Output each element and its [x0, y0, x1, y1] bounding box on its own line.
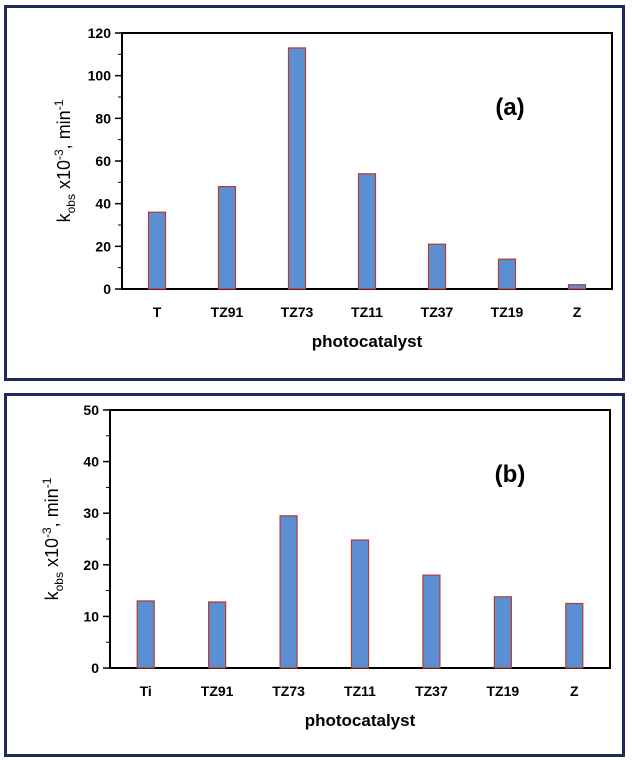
- bar-t: [147, 211, 167, 290]
- y-axis-title-unit-exp: -1: [52, 99, 66, 110]
- y-tick-label: 40: [83, 454, 99, 470]
- y-axis-title-exp: -3: [40, 527, 54, 538]
- bar-ti: [136, 600, 155, 669]
- bar-tz73: [279, 515, 298, 669]
- bar-chart-b: 0 10 20 30 40 50 Ti TZ91 TZ73 TZ11 TZ37 TZ19 Zphotoc…: [40, 402, 611, 730]
- y-tick-label: 10: [83, 608, 99, 624]
- bar-tz19: [493, 596, 512, 669]
- y-axis-title-sub: obs: [64, 194, 78, 213]
- x-tick-label: TZ19: [487, 683, 520, 699]
- y-tick-label: 50: [83, 402, 99, 418]
- y-tick-label: 0: [91, 660, 99, 676]
- panel-label: (b): [495, 461, 526, 488]
- y-tick-label: 20: [95, 238, 111, 254]
- x-tick-label: TZ37: [421, 304, 454, 320]
- bar-tz91: [208, 601, 227, 669]
- y-axis-title-unit-exp: -1: [40, 477, 54, 488]
- x-tick-label: TZ91: [201, 683, 234, 699]
- y-axis-title-times: x10: [54, 160, 74, 194]
- y-axis-title-k: k: [54, 212, 74, 222]
- y-tick-label: 40: [95, 196, 111, 212]
- y-axis-title-unit: , min: [54, 110, 74, 149]
- y-axis-title-exp: -3: [52, 149, 66, 160]
- y-tick-label: 120: [88, 25, 112, 41]
- bar-z: [565, 602, 584, 669]
- bar-tz37: [427, 243, 447, 290]
- bar-tz37: [422, 574, 441, 669]
- x-tick-label: T: [153, 304, 162, 320]
- y-tick-label: 60: [95, 153, 111, 169]
- x-tick-label: TZ73: [272, 683, 305, 699]
- panel-label: (a): [495, 94, 524, 121]
- x-tick-label: Z: [573, 304, 582, 320]
- x-axis-title: photocatalyst: [305, 711, 416, 730]
- bar-tz11: [357, 173, 377, 290]
- y-tick-label: 20: [83, 557, 99, 573]
- y-axis-title-k: k: [42, 590, 62, 600]
- x-tick-label: TZ19: [491, 304, 524, 320]
- y-axis-title-times: x10: [42, 538, 62, 572]
- bar-tz91: [217, 186, 237, 290]
- bar-chart-a: 0 20 40 60 80 100 120 T TZ91 TZ73 TZ11 TZ37 TZ19 Zpho…: [52, 25, 613, 351]
- y-axis-title: kobs x10-3, min-1: [52, 99, 78, 222]
- y-axis-title-sub: obs: [52, 572, 66, 591]
- x-axis-title: photocatalyst: [312, 332, 423, 351]
- y-tick-label: 30: [83, 505, 99, 521]
- y-tick-label: 100: [88, 68, 112, 84]
- y-axis-title-unit: , min: [42, 488, 62, 527]
- bar-tz73: [287, 47, 307, 290]
- x-tick-label: TZ11: [351, 304, 383, 320]
- x-tick-label: TZ37: [415, 683, 448, 699]
- x-tick-label: TZ91: [211, 304, 244, 320]
- y-axis-title: kobs x10-3, min-1: [40, 477, 66, 600]
- bar-tz19: [497, 258, 517, 290]
- bar-tz11: [350, 539, 370, 669]
- x-tick-label: TZ11: [344, 683, 376, 699]
- x-tick-label: Z: [570, 683, 579, 699]
- x-tick-label: Ti: [140, 683, 152, 699]
- y-tick-label: 80: [95, 110, 111, 126]
- bar-z: [567, 284, 587, 290]
- y-tick-label: 0: [103, 281, 111, 297]
- x-tick-label: TZ73: [281, 304, 314, 320]
